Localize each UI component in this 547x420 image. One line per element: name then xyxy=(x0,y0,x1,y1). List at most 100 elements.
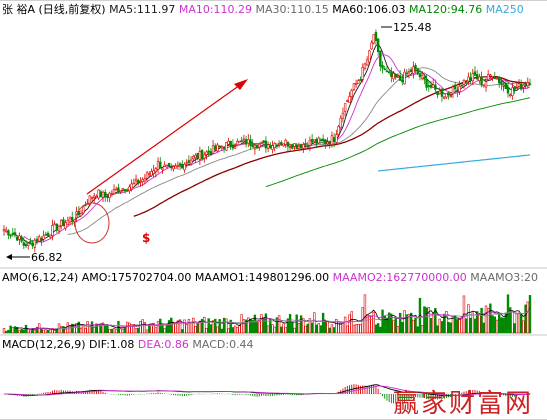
header-item: MACD(12,26,9) xyxy=(2,338,86,351)
header-item: MA60:106.03 xyxy=(329,3,406,16)
amo-bar xyxy=(79,328,83,334)
amo-bar xyxy=(104,325,107,334)
candle-body xyxy=(49,234,52,238)
amo-bar xyxy=(469,317,472,334)
candle-body xyxy=(425,78,428,88)
candle-body xyxy=(489,74,492,77)
candle-body xyxy=(387,71,391,73)
amo-bar xyxy=(500,317,503,334)
watermark-text: 赢家财富网 xyxy=(393,389,533,419)
candle-body xyxy=(504,82,507,89)
candle-body xyxy=(440,88,444,97)
candle-body xyxy=(293,143,296,147)
amo-bar xyxy=(277,315,281,334)
candle-body xyxy=(447,92,450,95)
candle-body xyxy=(71,216,74,221)
candle-body xyxy=(183,164,186,171)
candle-body xyxy=(194,154,197,158)
candle-body xyxy=(522,84,525,88)
highlight-circle xyxy=(74,202,110,244)
candle-body xyxy=(427,85,430,87)
amo-bar xyxy=(284,327,287,334)
amo-bar xyxy=(427,307,430,334)
amo-bar xyxy=(260,314,263,334)
ma5-line xyxy=(12,43,531,245)
amo-bar xyxy=(209,324,213,334)
amo-bar xyxy=(255,320,259,334)
header-item: MA10:110.29 xyxy=(175,3,252,16)
amo-bar xyxy=(134,328,138,334)
candle-body xyxy=(44,234,48,236)
candle-body xyxy=(198,151,202,160)
candle-body xyxy=(53,223,56,226)
amo-bar xyxy=(297,323,301,334)
amo-bar xyxy=(306,323,309,334)
candle-body xyxy=(178,163,182,166)
amo-bar xyxy=(273,326,276,334)
amo-bar xyxy=(394,317,397,334)
amo-bar xyxy=(207,318,210,334)
amo-bar xyxy=(478,314,481,334)
amo-bar xyxy=(302,318,305,334)
candle-body xyxy=(27,242,30,246)
candle-body xyxy=(35,238,39,242)
candle-body xyxy=(396,76,400,78)
amo-bar xyxy=(348,314,351,334)
candle-body xyxy=(220,146,224,149)
amo-bar xyxy=(222,317,226,334)
candle-body xyxy=(145,172,149,179)
amo-bar xyxy=(308,318,312,334)
candle-body xyxy=(291,144,294,149)
candle-body xyxy=(506,86,510,94)
candle-body xyxy=(126,189,129,192)
amo-bar xyxy=(282,323,285,334)
header-item: MA120:94.76 xyxy=(405,3,482,16)
amo-bar xyxy=(352,324,356,334)
low-pointer-head xyxy=(6,254,12,260)
amo-bar xyxy=(517,313,521,334)
moving-average-lines xyxy=(12,43,531,245)
amo-bar xyxy=(471,312,474,334)
amo-bar xyxy=(183,319,186,334)
candle-body xyxy=(438,90,441,94)
candle-body xyxy=(416,68,419,75)
amo-bar xyxy=(141,319,144,334)
candle-body xyxy=(172,166,175,170)
candle-body xyxy=(495,77,499,80)
header-item: AMO:175702704.00 xyxy=(78,271,191,284)
amo-bar xyxy=(431,312,435,334)
amo-bar xyxy=(244,319,248,334)
candle-body xyxy=(502,84,505,87)
candle-body xyxy=(493,77,496,79)
candle-body xyxy=(18,235,21,240)
candle-body xyxy=(88,195,92,205)
amo-bar xyxy=(170,317,173,334)
candle-body xyxy=(148,173,151,176)
candlestick-series xyxy=(2,29,532,253)
candle-body xyxy=(350,90,353,97)
candle-body xyxy=(275,144,279,147)
candle-body xyxy=(150,171,153,176)
candle-body xyxy=(385,70,389,73)
candle-body xyxy=(264,140,268,149)
candle-body xyxy=(429,84,433,88)
candle-body xyxy=(361,67,364,80)
candle-body xyxy=(453,84,457,90)
candle-body xyxy=(156,161,160,170)
amo-bar xyxy=(44,329,48,334)
amo-bar xyxy=(335,319,338,334)
amo-bar xyxy=(211,320,215,334)
header-item: MA5:111.97 xyxy=(106,3,176,16)
amo-bar xyxy=(214,318,217,334)
amo-bar xyxy=(163,328,166,334)
amo-bar xyxy=(233,325,237,334)
candle-body xyxy=(304,142,307,145)
candle-body xyxy=(20,236,23,242)
candle-body xyxy=(66,219,70,226)
candle-body xyxy=(363,63,367,69)
amo-bar xyxy=(33,329,37,334)
candle-body xyxy=(282,143,285,147)
candle-body xyxy=(119,190,122,193)
candle-body xyxy=(38,236,41,242)
amo-bar xyxy=(438,318,441,334)
